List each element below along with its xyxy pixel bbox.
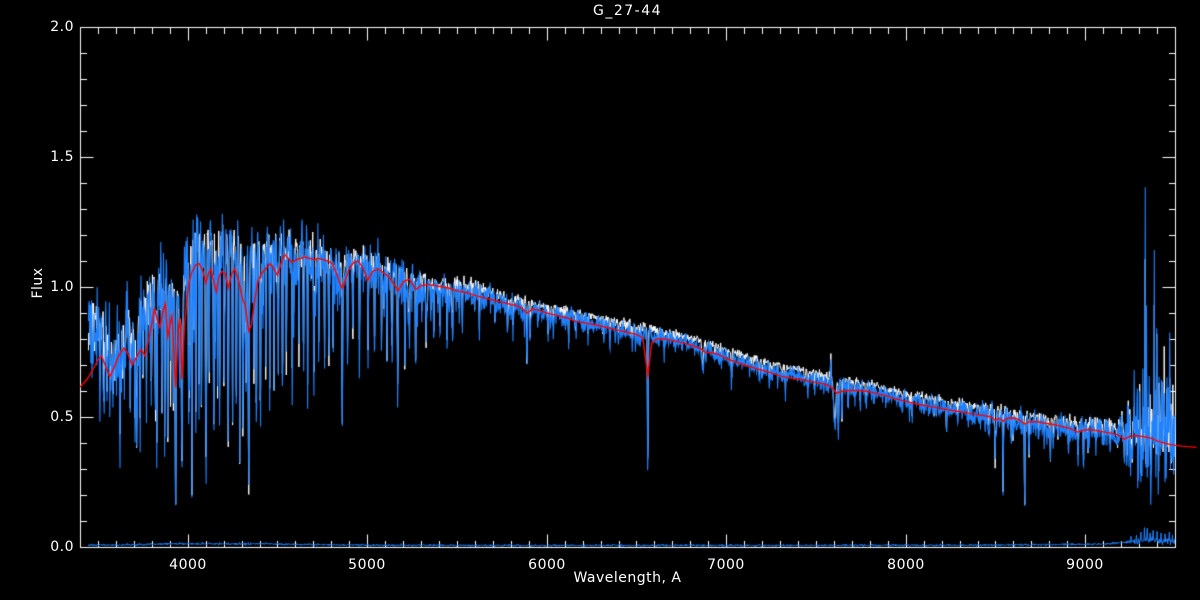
x-tick-label: 5000 [348,557,386,573]
x-axis-label: Wavelength, A [573,570,682,586]
y-tick-label: 0.0 [50,539,74,555]
y-tick-label: 1.5 [50,149,74,165]
plot-title: G_27-44 [592,3,663,19]
y-tick-label: 2.0 [50,19,74,35]
y-tick-label: 0.5 [50,409,74,425]
x-tick-label: 9000 [1066,557,1104,573]
y-tick-label: 1.0 [50,279,74,295]
x-tick-label: 7000 [707,557,745,573]
x-tick-label: 8000 [887,557,925,573]
x-tick-label: 4000 [169,557,207,573]
x-tick-label: 6000 [528,557,566,573]
